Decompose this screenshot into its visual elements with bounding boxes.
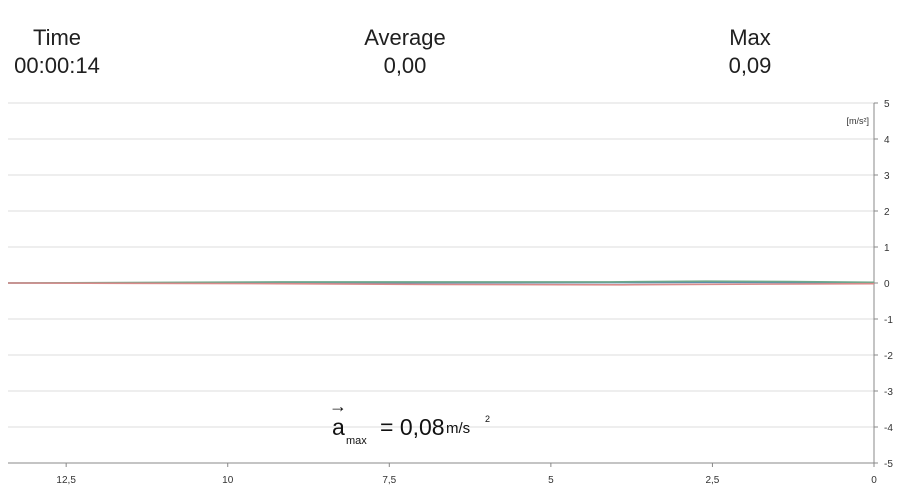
y-tick-label: 1 <box>884 243 890 254</box>
y-tick-label: 4 <box>884 135 890 146</box>
y-tick-label: -5 <box>884 459 893 470</box>
x-tick-label: 0 <box>871 475 877 486</box>
time-label: Time <box>32 25 82 50</box>
average-value: 0,00 <box>383 53 427 78</box>
y-axis-unit-label: [m/s²] <box>847 116 870 126</box>
time-stat: Time 00:00:14 <box>8 24 106 80</box>
time-value: 00:00:14 <box>14 53 100 78</box>
max-value: 0,09 <box>728 53 772 78</box>
x-tick-label: 2,5 <box>705 475 719 486</box>
x-tick-label: 7,5 <box>382 475 396 486</box>
y-tick-label: 0 <box>884 279 890 290</box>
y-tick-label: -4 <box>884 423 893 434</box>
amax-subscript: max <box>346 435 367 447</box>
vector-arrow: → <box>329 396 347 416</box>
x-tick-label: 12,5 <box>56 475 76 486</box>
amax-unit: m/s <box>446 420 471 437</box>
average-label: Average <box>364 25 446 50</box>
y-tick-label: 3 <box>884 171 890 182</box>
y-tick-label: 2 <box>884 207 890 218</box>
y-tick-label: -3 <box>884 387 893 398</box>
y-tick-label: 5 <box>884 99 890 110</box>
amax-unit-exponent: 2 <box>485 414 491 424</box>
y-tick-label: -1 <box>884 315 893 326</box>
series-line-2 <box>7 280 875 284</box>
max-stat: Max 0,09 <box>690 24 810 80</box>
x-tick-label: 10 <box>222 475 234 486</box>
x-tick-label: 5 <box>548 475 554 486</box>
amax-symbol: a <box>332 414 345 440</box>
average-stat: Average 0,00 <box>330 24 480 80</box>
amax-value: = 0,08 <box>380 414 445 440</box>
max-label: Max <box>729 25 771 50</box>
y-tick-label: -2 <box>884 351 893 362</box>
series-line-3 <box>7 282 875 286</box>
